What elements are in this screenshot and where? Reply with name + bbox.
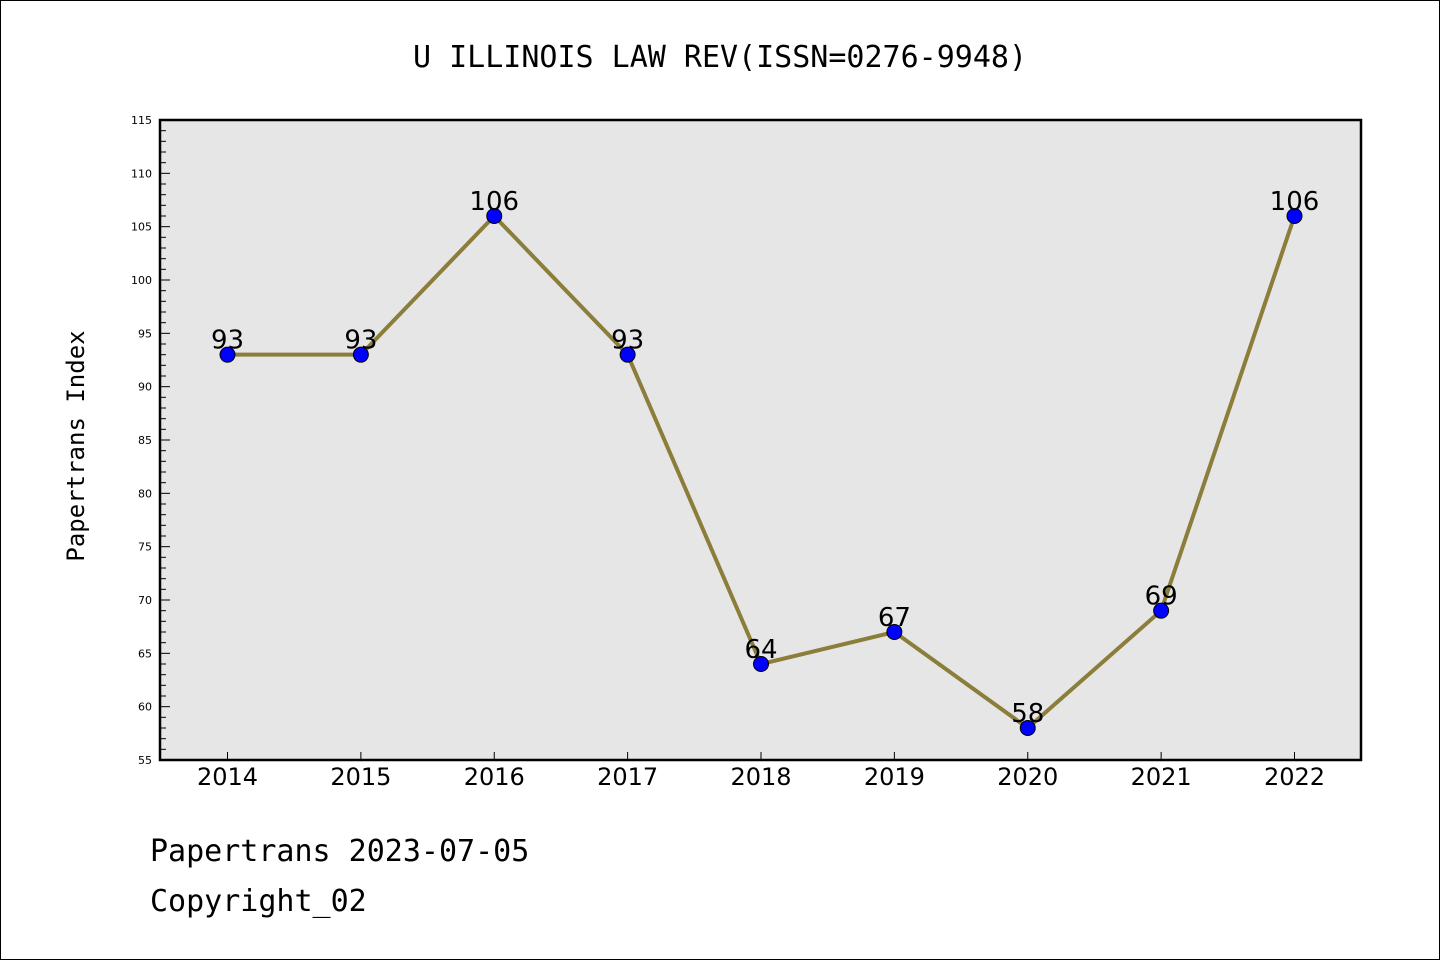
y-axis-ticks: 55 60 65 70 75 80 85 90 95 100 105 110 115: [131, 114, 170, 767]
data-label: 69: [1145, 582, 1178, 612]
x-tick-label: 2014: [197, 763, 258, 791]
data-point: [352, 346, 369, 363]
y-tick-label: 85: [138, 434, 152, 447]
data-markers: [219, 208, 1303, 736]
data-labels: 93 93 106 93 64 67 58 69 106: [211, 187, 1319, 729]
x-tick-label: 2018: [730, 763, 791, 791]
y-tick-label: 95: [138, 327, 152, 340]
y-tick-label: 80: [138, 487, 152, 500]
data-label: 93: [211, 326, 244, 356]
x-tick-label: 2016: [464, 763, 525, 791]
plot-border: [158, 118, 1363, 762]
data-point: [619, 346, 636, 363]
x-tick-label: 2022: [1264, 763, 1325, 791]
data-point: [1019, 720, 1036, 736]
data-label: 67: [878, 603, 911, 633]
x-tick-label: 2015: [330, 763, 391, 791]
data-point: [886, 624, 903, 640]
y-tick-label: 55: [138, 754, 152, 767]
data-label: 93: [344, 326, 377, 356]
data-point: [219, 346, 236, 363]
footer-copyright: Copyright_02: [150, 884, 367, 919]
y-tick-label: 60: [138, 701, 152, 714]
y-tick-label: 100: [131, 274, 152, 287]
chart-title: U ILLINOIS LAW REV(ISSN=0276-9948): [413, 40, 1027, 75]
x-tick-label: 2020: [997, 763, 1058, 791]
x-axis-ticks: 2014 2015 2016 2017 2018 2019 2020 2021 2022: [197, 752, 1325, 791]
data-point: [753, 656, 769, 672]
y-tick-label: 115: [131, 114, 152, 127]
data-label: 64: [744, 635, 777, 665]
y-tick-label: 105: [131, 221, 152, 234]
data-label: 58: [1011, 699, 1044, 729]
data-label: 106: [469, 187, 519, 217]
footer-date: Papertrans 2023-07-05: [150, 834, 530, 869]
data-point: [486, 208, 503, 224]
plot-area: [160, 120, 1361, 760]
x-tick-label: 2019: [864, 763, 925, 791]
y-axis-label: Papertrans Index: [62, 330, 90, 561]
y-tick-label: 110: [131, 167, 152, 180]
data-point: [1286, 208, 1303, 224]
x-tick-label: 2017: [597, 763, 658, 791]
y-tick-label: 75: [138, 541, 152, 554]
data-label: 93: [611, 326, 644, 356]
data-label: 106: [1270, 187, 1320, 217]
x-tick-label: 2021: [1131, 763, 1192, 791]
y-tick-label: 65: [138, 647, 152, 660]
data-point: [1153, 602, 1170, 619]
y-tick-label: 90: [138, 381, 152, 394]
y-tick-label: 70: [138, 594, 152, 607]
